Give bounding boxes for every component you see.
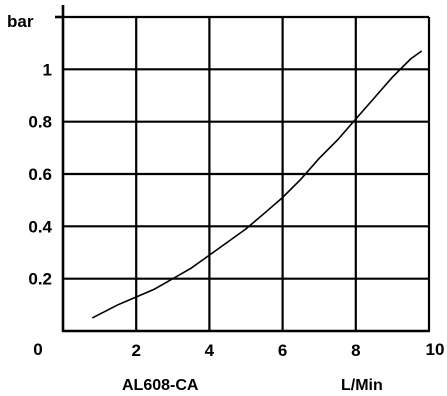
x-tick-label: 10: [426, 340, 445, 359]
x-tick-label: 8: [351, 341, 360, 360]
y-axis-label: bar: [7, 12, 34, 31]
tick-labels: 0 2 4 6 8 10 0.2 0.4 0.6 0.8 1: [28, 60, 444, 360]
y-tick-label: 0.6: [28, 165, 52, 184]
x-tick-label: 4: [205, 341, 215, 360]
y-tick-label: 0.4: [28, 217, 52, 236]
x-tick-label: 0: [33, 340, 42, 359]
pressure-curve: [91, 50, 423, 319]
y-tick-label: 0.2: [28, 270, 52, 289]
y-tick-label: 0.8: [28, 113, 52, 132]
chart-model-label: AL608-CA: [122, 377, 199, 394]
grid: [63, 15, 429, 331]
x-tick-label: 2: [131, 341, 140, 360]
y-tick-label: 1: [43, 60, 52, 79]
x-axis-label: L/Min: [341, 377, 383, 394]
plot-frame: [55, 5, 431, 333]
x-tick-label: 6: [278, 341, 287, 360]
